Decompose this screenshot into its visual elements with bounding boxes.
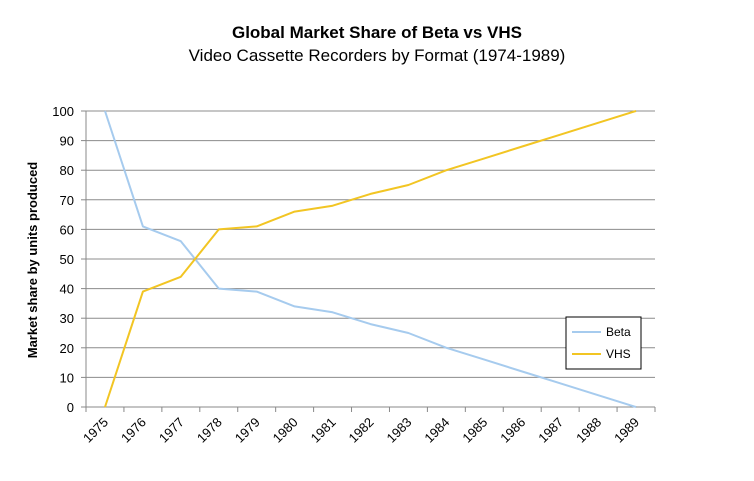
x-tick-label: 1988: [573, 415, 604, 446]
x-tick-label: 1978: [194, 415, 225, 446]
gridlines: [86, 110, 655, 378]
x-tick-label: 1984: [421, 415, 452, 446]
x-tick-label: 1987: [535, 415, 566, 446]
y-tick-label: 10: [60, 370, 74, 385]
y-tick-label: 20: [60, 341, 74, 356]
legend-label-beta: Beta: [606, 325, 631, 339]
legend: Beta VHS: [565, 316, 642, 370]
y-tick-label: 50: [60, 252, 74, 267]
y-tick-label: 0: [67, 400, 74, 415]
series-line-vhs: [104, 110, 637, 408]
chart-subtitle: Video Cassette Recorders by Format (1974…: [189, 46, 566, 65]
series-lines: [104, 110, 637, 408]
x-tick-label: 1983: [383, 415, 414, 446]
y-tick-label: 100: [52, 104, 74, 119]
x-tick-label: 1986: [497, 415, 528, 446]
x-tick-label: 1985: [459, 415, 490, 446]
y-tick-label: 30: [60, 311, 74, 326]
legend-label-vhs: VHS: [606, 347, 631, 361]
y-tick-label: 90: [60, 134, 74, 149]
y-tick-label: 60: [60, 222, 74, 237]
x-tick-label: 1976: [118, 415, 149, 446]
series-line-beta: [104, 110, 637, 408]
y-axis-label: Market share by units produced: [25, 162, 40, 359]
x-tick-label: 1980: [270, 415, 301, 446]
x-tick-label: 1975: [80, 415, 111, 446]
x-tick-label: 1981: [308, 415, 339, 446]
x-tick-label: 1982: [346, 415, 377, 446]
x-tick-label: 1977: [156, 415, 187, 446]
chart-title: Global Market Share of Beta vs VHS: [232, 23, 522, 42]
x-tick-labels: 1975 1976 1977 1978 1979 1980 1981 1982 1983 1984…: [80, 407, 656, 446]
x-tick-label: 1989: [611, 415, 642, 446]
y-tick-label: 40: [60, 282, 74, 297]
y-tick-label: 80: [60, 163, 74, 178]
y-tick-label: 70: [60, 193, 74, 208]
legend-box: [565, 316, 642, 370]
y-tick-labels: 0 10 20 30 40 50 60 70 80 90 100: [52, 104, 86, 415]
x-tick-label: 1979: [232, 415, 263, 446]
